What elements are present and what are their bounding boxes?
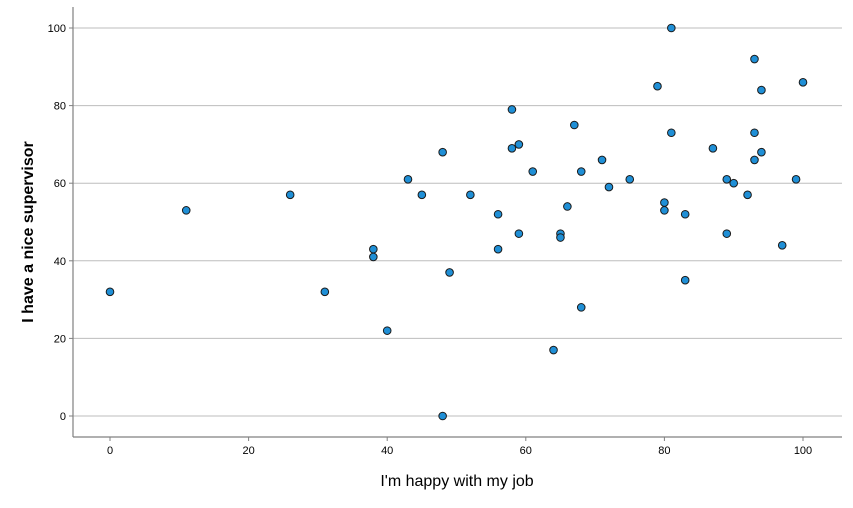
data-point bbox=[528, 167, 538, 176]
data-point bbox=[576, 303, 586, 312]
data-points bbox=[105, 23, 808, 421]
data-point bbox=[570, 120, 579, 130]
data-point bbox=[653, 81, 662, 91]
gridlines bbox=[73, 27, 842, 417]
data-point bbox=[576, 167, 586, 176]
data-point bbox=[549, 345, 558, 355]
data-point bbox=[445, 268, 454, 277]
data-point bbox=[667, 128, 676, 138]
data-point bbox=[625, 175, 635, 184]
data-point bbox=[750, 54, 759, 64]
axes bbox=[69, 7, 842, 441]
data-point bbox=[798, 78, 808, 87]
data-point bbox=[722, 229, 732, 238]
x-tick-label: 20 bbox=[242, 445, 254, 457]
data-point bbox=[181, 206, 191, 215]
data-point bbox=[382, 326, 392, 335]
data-point bbox=[438, 411, 447, 421]
data-point bbox=[757, 147, 766, 157]
tick-labels: 0 20 40 60 80 100 0 20 40 60 80 100 bbox=[48, 23, 813, 457]
data-point bbox=[667, 23, 676, 33]
data-point bbox=[493, 244, 503, 254]
y-tick-label: 100 bbox=[48, 23, 66, 35]
x-tick-label: 80 bbox=[658, 445, 670, 457]
data-point bbox=[729, 178, 739, 188]
data-point bbox=[563, 202, 572, 211]
data-point bbox=[417, 190, 427, 200]
data-point bbox=[493, 209, 503, 219]
data-point bbox=[514, 140, 524, 149]
data-point bbox=[750, 128, 759, 138]
data-point bbox=[320, 287, 330, 297]
data-point bbox=[660, 198, 669, 207]
y-tick-label: 0 bbox=[60, 411, 66, 423]
y-tick-label: 80 bbox=[54, 101, 66, 113]
data-point bbox=[438, 147, 447, 157]
data-point bbox=[791, 175, 801, 184]
x-tick-label: 60 bbox=[520, 445, 532, 457]
data-point bbox=[660, 206, 669, 215]
data-point bbox=[507, 105, 517, 114]
x-tick-label: 0 bbox=[107, 445, 113, 457]
data-point bbox=[597, 155, 607, 165]
data-point bbox=[743, 190, 752, 200]
data-point bbox=[757, 85, 766, 95]
data-point bbox=[369, 252, 378, 262]
data-point bbox=[722, 175, 732, 184]
data-point bbox=[680, 209, 690, 219]
data-point bbox=[466, 190, 475, 200]
data-point bbox=[369, 244, 378, 254]
data-point bbox=[285, 190, 295, 200]
data-point bbox=[507, 143, 517, 153]
data-point bbox=[105, 287, 115, 297]
data-point bbox=[514, 229, 524, 238]
y-axis-title: I have a nice supervisor bbox=[20, 141, 37, 322]
data-point bbox=[556, 233, 565, 242]
y-tick-label: 40 bbox=[54, 256, 66, 268]
data-point bbox=[604, 182, 614, 192]
y-tick-label: 60 bbox=[54, 178, 66, 190]
data-point bbox=[680, 275, 690, 285]
data-point bbox=[403, 175, 413, 184]
data-point bbox=[777, 240, 787, 250]
y-tick-label: 20 bbox=[54, 333, 66, 345]
x-axis-title: I'm happy with my job bbox=[380, 473, 533, 490]
x-tick-label: 40 bbox=[381, 445, 393, 457]
x-tick-label: 100 bbox=[794, 445, 812, 457]
data-point bbox=[708, 143, 718, 153]
data-point bbox=[750, 155, 759, 165]
